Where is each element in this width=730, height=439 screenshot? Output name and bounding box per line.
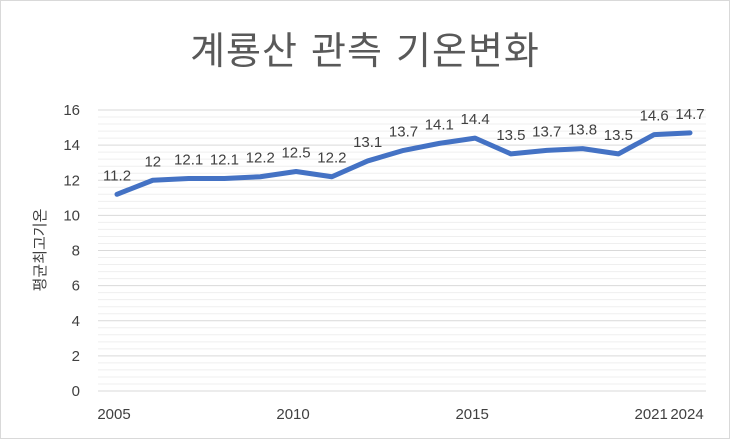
y-tick-label: 12 [63,172,80,189]
data-label: 13.5 [604,127,633,144]
data-label: 14.7 [675,106,704,123]
data-label: 14.1 [425,116,454,133]
y-tick-label: 16 [63,102,80,119]
y-tick-label: 10 [63,207,80,224]
data-label: 12.1 [174,151,203,168]
data-label: 14.6 [640,108,669,125]
data-label: 12 [144,153,161,170]
x-tick-label: 2015 [455,406,488,423]
y-tick-label: 6 [72,278,80,295]
y-tick-label: 8 [72,243,80,260]
x-tick-label: 2010 [276,406,309,423]
data-label: 13.1 [353,134,382,151]
series-line [114,130,693,197]
data-label: 12.1 [210,151,239,168]
data-label: 12.2 [317,150,346,167]
data-label: 12.2 [246,150,275,167]
y-tick-label: 4 [72,313,80,330]
data-label: 11.2 [103,167,131,184]
y-tick-label: 0 [72,383,80,400]
data-label: 13.5 [496,127,525,144]
data-label: 13.7 [389,123,418,140]
data-label: 13.8 [568,122,597,139]
y-tick-label: 14 [63,137,80,154]
x-tick-label: 2005 [97,406,130,423]
data-label: 13.7 [532,123,561,140]
chart-title: 계룡산 관측 기온변화 [190,29,540,73]
y-tick-label: 2 [72,348,80,365]
x-tick-label: 2021 [635,406,668,423]
data-label: 12.5 [281,144,310,161]
data-label: 14.4 [461,111,490,128]
x-tick-label: 2024 [670,406,703,423]
y-axis-title: 평균최고기온 [32,209,49,292]
